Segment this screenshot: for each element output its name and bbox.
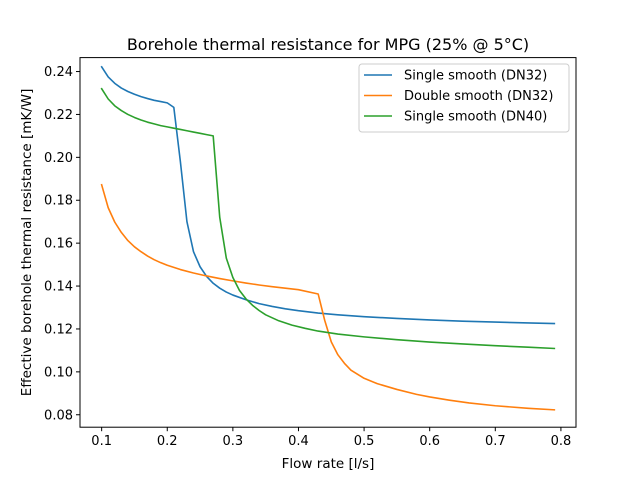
y-tick-label: 0.16 <box>44 237 73 252</box>
x-tick-label: 0.1 <box>91 434 112 449</box>
y-tick-label: 0.14 <box>44 280 73 295</box>
y-axis-label: Effective borehole thermal resistance [m… <box>19 89 35 397</box>
legend: Single smooth (DN32) Double smooth (DN32)… <box>358 63 570 133</box>
x-tick-label: 0.8 <box>551 434 572 449</box>
x-tick-label: 0.3 <box>223 434 244 449</box>
plot-lines <box>100 65 556 411</box>
legend-label-3: Single smooth (DN40) <box>404 110 547 125</box>
x-tick-label: 0.2 <box>157 434 178 449</box>
series-line-3 <box>100 87 556 350</box>
y-tick-label: 0.10 <box>44 365 73 380</box>
legend-label-2: Double smooth (DN32) <box>404 89 553 104</box>
series-line-1 <box>100 65 556 325</box>
y-tick-label: 0.12 <box>44 322 73 337</box>
chart-title: Borehole thermal resistance for MPG (25%… <box>127 35 529 54</box>
legend-box <box>358 63 570 133</box>
x-tick-label: 0.7 <box>485 434 506 449</box>
legend-label-1: Single smooth (DN32) <box>404 69 547 84</box>
y-tick-label: 0.22 <box>44 108 73 123</box>
plot-frame <box>79 57 577 428</box>
y-tick-label: 0.08 <box>44 408 73 423</box>
x-tick-label: 0.6 <box>419 434 440 449</box>
axis-ticks: 0.1 0.2 0.3 0.4 0.5 0.6 0.7 0.8 0.08 0.10 0.12 0.14… <box>44 65 571 449</box>
y-tick-label: 0.20 <box>44 151 73 166</box>
x-tick-label: 0.5 <box>354 434 375 449</box>
x-axis-label: Flow rate [l/s] <box>282 456 375 472</box>
series-line-2 <box>100 183 556 411</box>
x-tick-label: 0.4 <box>288 434 309 449</box>
y-tick-label: 0.24 <box>44 65 73 80</box>
y-tick-label: 0.18 <box>44 194 73 209</box>
